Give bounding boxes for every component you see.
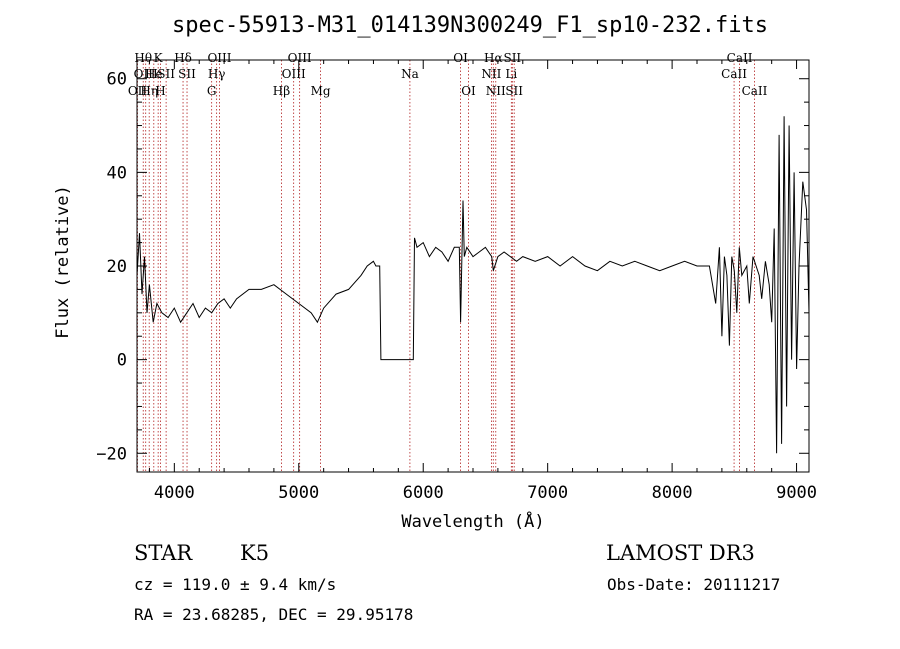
line-marker-labels: OII Hθ OIII Hη He K H SII Hδ SII G Hγ OIII Hβ OIII OIII… xyxy=(128,51,768,98)
x-tick-label-4: 8000 xyxy=(652,483,693,503)
x-tick-label-0: 4000 xyxy=(154,483,195,503)
line-marker-label-27: CaII xyxy=(727,51,753,65)
line-marker-label-5: K xyxy=(154,51,164,65)
line-marker-label-4: He xyxy=(145,67,163,81)
x-tick-label-3: 7000 xyxy=(527,483,568,503)
x-tick-label-2: 6000 xyxy=(403,483,444,503)
line-marker-label-19: OI xyxy=(461,84,476,98)
y-tick-label-1: 0 xyxy=(117,351,127,371)
line-marker-label-10: G xyxy=(207,84,217,98)
line-marker-label-16: Mg xyxy=(311,84,331,98)
velocity-readout: cz = 119.0 ± 9.4 km/s xyxy=(134,575,336,594)
line-marker-label-9: SII xyxy=(178,67,196,81)
line-marker-label-0: OII xyxy=(128,84,148,98)
line-marker-label-6: H xyxy=(155,84,165,98)
line-marker-label-20: NII xyxy=(481,67,501,81)
chart-title: spec-55913-M31_014139N300249_F1_sp10-232… xyxy=(172,13,768,38)
line-marker-label-13: Hβ xyxy=(273,84,290,98)
line-marker-label-3: Hη xyxy=(140,84,158,98)
spectrum-line xyxy=(136,116,810,454)
line-marker-label-12: OIII xyxy=(207,51,231,65)
line-marker-label-26: CaII xyxy=(721,67,747,81)
line-marker-label-15: OIII xyxy=(288,51,312,65)
line-marker-label-7: SII xyxy=(157,67,175,81)
x-axis-label: Wavelength (Å) xyxy=(401,510,544,532)
x-axis-ticks: 4000 5000 6000 7000 8000 9000 xyxy=(148,60,817,503)
object-subclass: K5 xyxy=(240,541,269,565)
y-tick-label-4: 60 xyxy=(107,70,127,90)
survey-name: LAMOST DR3 xyxy=(606,541,755,565)
y-axis-ticks: −20 0 20 40 60 xyxy=(96,70,809,464)
x-tick-label-5: 9000 xyxy=(776,483,817,503)
line-marker-label-2: OIII xyxy=(134,67,158,81)
line-marker-label-28: CaII xyxy=(742,84,768,98)
observation-date: Obs-Date: 20111217 xyxy=(607,575,780,594)
line-marker-label-25: SII xyxy=(505,84,523,98)
y-axis-label: Flux (relative) xyxy=(53,185,73,339)
line-marker-label-18: OI xyxy=(453,51,468,65)
object-class: STAR xyxy=(134,541,193,565)
line-markers xyxy=(137,60,755,472)
x-tick-label-1: 5000 xyxy=(278,483,319,503)
y-tick-label-2: 20 xyxy=(107,257,127,277)
y-tick-label-0: −20 xyxy=(96,444,127,464)
line-marker-label-8: Hδ xyxy=(174,51,192,65)
line-marker-label-21: Hα xyxy=(484,51,503,65)
line-marker-label-17: Na xyxy=(401,67,419,81)
coordinates-readout: RA = 23.68285, DEC = 29.95178 xyxy=(134,605,413,624)
line-marker-label-11: Hγ xyxy=(208,67,226,81)
line-marker-label-24: SII xyxy=(503,51,521,65)
line-marker-label-14: OIII xyxy=(282,67,306,81)
line-marker-label-1: Hθ xyxy=(134,51,152,65)
line-marker-label-23: Li xyxy=(505,67,517,81)
line-marker-label-22: NII xyxy=(486,84,506,98)
y-tick-label-3: 40 xyxy=(107,163,127,183)
